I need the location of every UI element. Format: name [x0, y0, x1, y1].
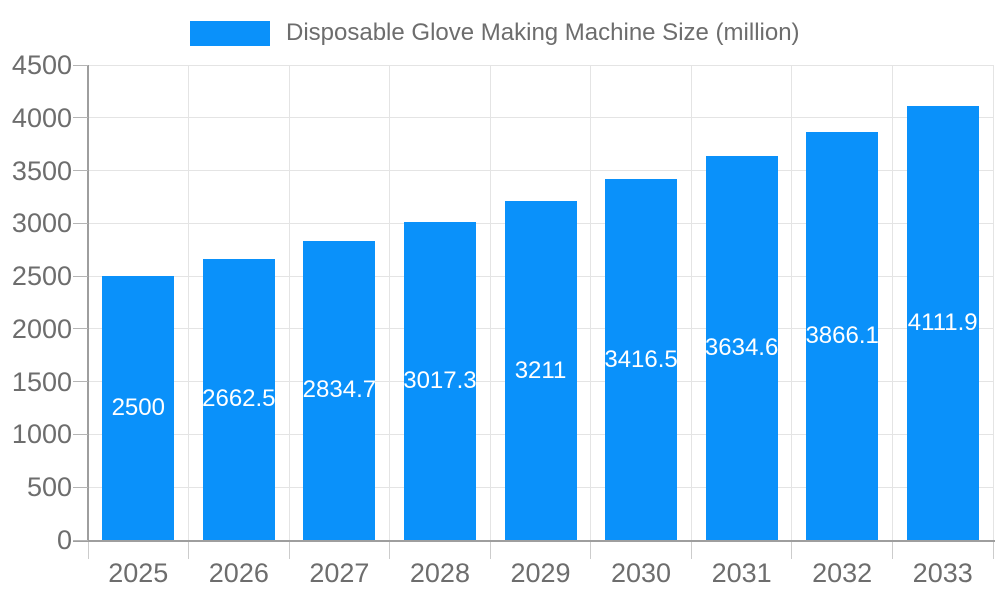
plot-area: 2500 2662.5 2834.7 3017.3 3211 3416.5 3634.6 38… — [88, 64, 994, 540]
y-tick-label: 2500 — [11, 261, 72, 292]
y-tick-label: 2000 — [11, 313, 72, 344]
bar-2028 — [403, 221, 476, 540]
bar-value-label: 2662.5 — [202, 385, 276, 413]
x-tick-label: 2028 — [409, 558, 470, 588]
y-gridline — [88, 117, 993, 119]
y-tick-mark — [73, 486, 88, 488]
x-tick-label: 2030 — [611, 558, 672, 588]
y-tick-label: 4000 — [11, 102, 72, 133]
bar-2031 — [705, 156, 778, 540]
y-tick-label: 1000 — [11, 419, 72, 450]
x-tick-label: 2026 — [208, 558, 269, 588]
y-tick-mark — [73, 381, 88, 383]
bar-2027 — [303, 240, 376, 540]
x-axis-line — [73, 540, 995, 542]
bar-2033 — [906, 105, 979, 540]
bar-2032 — [806, 131, 879, 540]
x-gridline — [288, 65, 290, 540]
bar-2029 — [504, 201, 577, 540]
bar-value-label: 3211 — [514, 356, 567, 384]
x-gridline — [690, 65, 692, 540]
y-gridline — [88, 170, 993, 172]
y-tick-label: 3000 — [11, 208, 72, 239]
x-tick-label: 2031 — [711, 558, 772, 588]
bar-value-label: 2834.7 — [302, 376, 377, 404]
x-gridline — [489, 65, 491, 540]
bar-value-label: 4111.9 — [907, 308, 978, 336]
x-tick-mark — [188, 542, 190, 559]
y-tick-mark — [73, 433, 88, 435]
legend-label: Disposable Glove Making Machine Size (mi… — [286, 19, 800, 46]
x-tick-mark — [791, 542, 793, 559]
x-tick-mark — [489, 542, 491, 559]
x-tick-label: 2032 — [812, 558, 873, 588]
x-gridline — [590, 65, 592, 540]
x-tick-label: 2025 — [108, 558, 169, 588]
bar-value-label: 3017.3 — [403, 366, 477, 394]
x-gridline — [188, 65, 190, 540]
x-tick-label: 2029 — [510, 558, 571, 588]
x-tick-label: 2027 — [309, 558, 370, 588]
x-gridline — [891, 65, 893, 540]
x-tick-mark — [87, 542, 89, 559]
x-gridline — [389, 65, 391, 540]
x-tick-mark — [590, 542, 592, 559]
bar-value-label: 3416.5 — [604, 345, 678, 373]
bar-2030 — [605, 179, 678, 540]
x-tick-mark — [389, 542, 391, 559]
bar-2025 — [102, 276, 175, 540]
bar-value-label: 3866.1 — [805, 321, 879, 349]
x-tick-mark — [992, 542, 994, 559]
y-tick-mark — [73, 222, 88, 224]
x-tick-mark — [288, 542, 290, 559]
y-tick-mark — [73, 64, 88, 66]
y-tick-label: 0 — [56, 525, 72, 555]
y-tick-mark — [73, 539, 88, 541]
legend-color-swatch — [190, 20, 270, 46]
y-tick-mark — [73, 328, 88, 330]
y-tick-label: 1500 — [11, 366, 72, 397]
y-axis-line — [87, 65, 89, 542]
y-gridline — [88, 64, 993, 66]
bar-value-label: 3634.6 — [704, 334, 779, 362]
y-tick-label: 4500 — [11, 50, 72, 80]
y-tick-mark — [73, 275, 88, 277]
x-tick-mark — [891, 542, 893, 559]
bar-value-label: 2500 — [111, 394, 165, 422]
y-tick-mark — [73, 170, 88, 172]
x-tick-label: 2033 — [912, 558, 973, 588]
bar-2026 — [202, 258, 275, 540]
chart-legend: Disposable Glove Making Machine Size (mi… — [190, 19, 800, 47]
x-gridline — [992, 65, 994, 540]
y-tick-mark — [73, 117, 88, 119]
y-tick-label: 500 — [26, 472, 72, 503]
x-gridline — [791, 65, 793, 540]
x-tick-mark — [690, 542, 692, 559]
y-tick-label: 3500 — [11, 155, 72, 186]
